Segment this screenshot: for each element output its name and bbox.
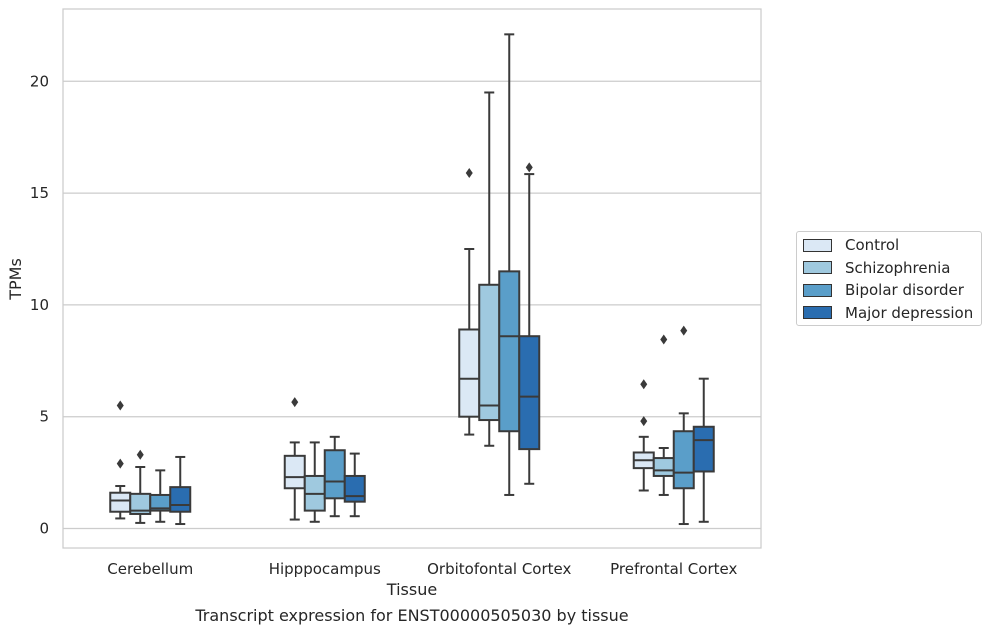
legend-item: Bipolar disorder xyxy=(803,280,964,300)
box xyxy=(109,491,132,513)
box-series xyxy=(109,33,715,526)
x-axis-label: Tissue xyxy=(386,580,437,599)
y-tick-label: 10 xyxy=(30,296,49,314)
box xyxy=(518,335,541,451)
y-tick-labels: 0 5 10 15 20 xyxy=(30,72,49,537)
legend-swatch xyxy=(803,238,832,252)
y-tick-label: 0 xyxy=(39,520,49,538)
outlier-point xyxy=(525,162,533,173)
legend-label: Schizophrenia xyxy=(845,258,951,277)
box xyxy=(498,270,521,433)
legend-swatch xyxy=(803,306,832,319)
outlier-point xyxy=(116,458,124,469)
x-tick-label: Cerebellum xyxy=(107,560,193,578)
legend: Control Schizophrenia Bipolar disorder Majo… xyxy=(796,231,982,326)
legend-swatch xyxy=(803,283,832,297)
legend-item: Major depression xyxy=(803,303,973,323)
y-tick-label: 5 xyxy=(39,408,49,426)
y-axis-label: TPMs xyxy=(6,258,25,301)
outlier-point xyxy=(660,334,668,345)
outlier-point xyxy=(680,325,688,336)
box xyxy=(323,449,346,500)
outlier-point xyxy=(116,400,124,411)
gridlines xyxy=(63,80,761,530)
legend-label: Control xyxy=(845,236,900,254)
y-tick-label: 20 xyxy=(30,72,49,90)
legend-item: Schizophrenia xyxy=(803,258,950,278)
box xyxy=(169,486,192,513)
x-tick-label: Prefrontal Cortex xyxy=(610,560,737,578)
outlier-point xyxy=(640,416,648,427)
outlier-point xyxy=(291,397,299,408)
legend-swatch xyxy=(803,261,832,274)
box xyxy=(478,283,501,422)
series-group xyxy=(169,162,715,526)
box xyxy=(672,430,695,490)
y-tick-label: 15 xyxy=(30,184,49,202)
outlier-point xyxy=(136,449,144,460)
outlier-point xyxy=(465,167,473,178)
x-tick-label: Hipppocampus xyxy=(269,560,381,578)
series-group xyxy=(149,33,695,526)
series-group xyxy=(129,91,675,524)
box xyxy=(458,328,481,418)
plot-frame xyxy=(62,8,762,549)
legend-item: Control xyxy=(803,235,899,255)
x-tick-labels: Cerebellum Hipppocampus Orbitofontal Corte… xyxy=(107,560,737,578)
legend-label: Bipolar disorder xyxy=(845,281,964,299)
chart-caption: Transcript expression for ENST0000050503… xyxy=(195,606,629,625)
series-group xyxy=(109,167,655,521)
legend-label: Major depression xyxy=(845,303,974,322)
box xyxy=(652,457,675,477)
box xyxy=(692,425,715,473)
x-tick-label: Orbitofontal Cortex xyxy=(427,560,571,578)
box xyxy=(283,454,306,490)
box xyxy=(343,474,366,503)
outlier-point xyxy=(640,379,648,390)
